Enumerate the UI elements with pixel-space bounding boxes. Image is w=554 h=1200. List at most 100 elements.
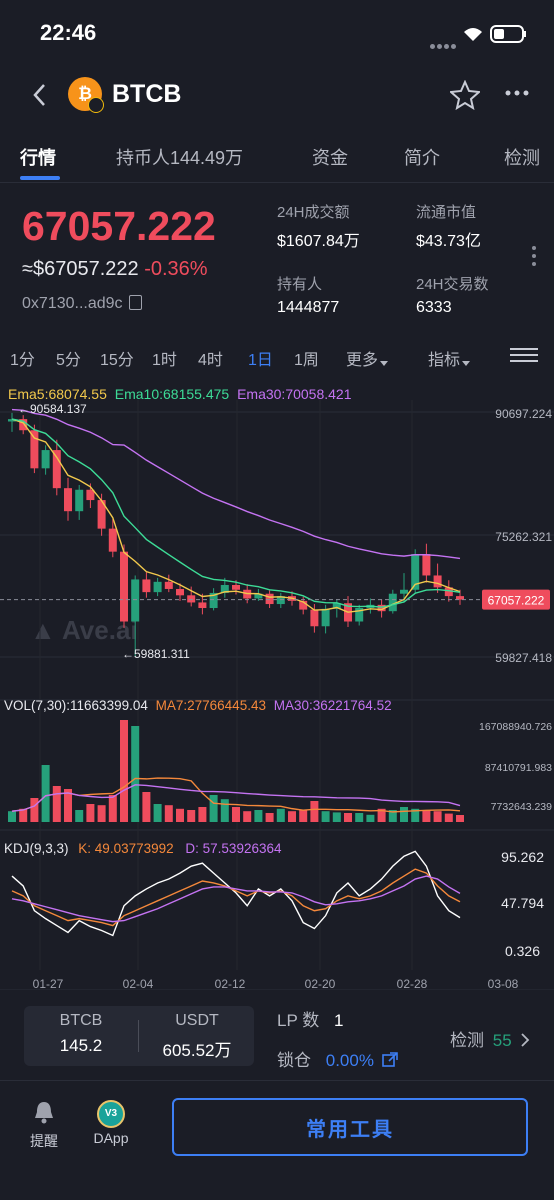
period-1w[interactable]: 1周 [294, 352, 319, 369]
detect-score-link[interactable]: 检测 55 [450, 1026, 530, 1051]
period-5m[interactable]: 5分 [56, 352, 81, 369]
d-label: D: 57.53926364 [185, 841, 282, 856]
y-tick: 90697.224 [495, 407, 552, 421]
volume-bar [400, 807, 408, 822]
high-marker: ←90584.137 [18, 402, 87, 416]
common-tools-button[interactable]: 常用工具 [172, 1098, 528, 1156]
address-text: 0x7130...ad9c [22, 295, 123, 312]
remind-button[interactable]: 提醒 [22, 1100, 66, 1151]
candle [310, 609, 319, 627]
candle [220, 584, 229, 593]
candle [176, 588, 184, 596]
volume-bar [97, 805, 106, 822]
period-more-dropdown[interactable]: 更多 [346, 346, 389, 370]
vol-label: VOL(7,30):11663399.04 [4, 698, 148, 713]
candle [41, 450, 50, 469]
more-icon[interactable] [504, 88, 530, 98]
contract-address[interactable]: 0x7130...ad9c [22, 295, 142, 313]
lp-count: LP 数 1 [277, 1006, 343, 1031]
tab-holders[interactable]: 持币人144.49万 [116, 148, 244, 168]
volume-bar [456, 815, 464, 822]
stat-value: 1444877 [277, 299, 340, 316]
dapp-button[interactable]: V3 DApp [88, 1100, 134, 1146]
token-a-name: BTCB [59, 1012, 103, 1029]
tab-funds[interactable]: 资金 [312, 148, 348, 168]
candle [433, 575, 442, 588]
candle [187, 595, 196, 603]
back-icon[interactable] [30, 80, 50, 116]
lock-ratio[interactable]: 锁仓 0.00% [277, 1046, 398, 1071]
volume-bar [131, 726, 140, 822]
price-chart[interactable]: 67057.222 90697.224 75262.321 59827.418 ←905… [0, 400, 554, 990]
volume-bar [232, 807, 240, 822]
volume-bar [176, 808, 184, 822]
pool-token-a: BTCB 145.2 [24, 1012, 138, 1056]
volume-bar [120, 720, 128, 822]
k-label: K: 49.03773992 [78, 841, 174, 856]
volume-bar [64, 789, 72, 822]
period-1d[interactable]: 1日 [248, 352, 273, 369]
tab-intro[interactable]: 简介 [404, 148, 440, 168]
chevron-right-icon [521, 1033, 530, 1047]
ema10-label: Ema10:68155.475 [114, 386, 230, 402]
period-1m[interactable]: 1分 [10, 352, 35, 369]
candle [355, 608, 364, 622]
tab-market[interactable]: 行情 [20, 148, 56, 168]
volume-bar [75, 810, 84, 822]
volume-bar [433, 811, 442, 822]
signal-icon [430, 36, 460, 49]
y-tick: 75262.321 [495, 530, 552, 544]
external-link-icon[interactable] [381, 1052, 398, 1068]
detect-label: 检测 [450, 1031, 484, 1050]
stat-24h-volume: 24H成交额 $1607.84万 [277, 201, 360, 251]
liquidity-pool-card[interactable]: BTCB 145.2 USDT 605.52万 [24, 1006, 254, 1066]
tab-detect[interactable]: 检测 [504, 148, 540, 168]
bell-icon [35, 1102, 53, 1124]
kdj-label: KDJ(9,3,3) [4, 841, 69, 856]
copy-icon[interactable] [128, 295, 142, 310]
candle [52, 450, 61, 489]
token-a-amount: 145.2 [59, 1036, 103, 1055]
kdj-legend: KDJ(9,3,3) K: 49.03773992 D: 57.53926364 [4, 841, 282, 856]
ema-legend: Ema5:68074.55 Ema10:68155.475 Ema30:7005… [8, 386, 352, 402]
volume-bar [254, 810, 263, 822]
footer-bar [0, 1080, 554, 1200]
volume-bar [444, 813, 453, 822]
chart-settings-icon[interactable] [510, 344, 538, 368]
ema5-label: Ema5:68074.55 [8, 386, 107, 402]
volume-bar [108, 795, 117, 822]
y-tick: 7732643.239 [491, 801, 552, 813]
kdj-j-line [11, 850, 461, 937]
star-icon[interactable] [450, 80, 480, 110]
indicator-dropdown[interactable]: 指标 [428, 346, 471, 370]
candle [422, 554, 431, 576]
candle [232, 584, 240, 590]
candle [254, 593, 263, 599]
candle [86, 489, 95, 501]
volume-bar [276, 808, 285, 822]
period-4h[interactable]: 4时 [198, 352, 223, 369]
candle [153, 581, 162, 593]
coin-logo: ₿ [68, 77, 104, 113]
period-1h[interactable]: 1时 [152, 352, 177, 369]
x-tick: 02-28 [397, 977, 428, 990]
volume-bar [355, 813, 364, 822]
volume-bar [8, 811, 16, 822]
volume-bar [411, 808, 420, 822]
candle [108, 528, 117, 552]
volume-bar [41, 765, 50, 822]
ema10-line [11, 418, 461, 608]
tab-bar: 行情 持币人144.49万 资金 简介 检测 [0, 140, 554, 183]
volume-bar [243, 811, 252, 822]
vol-ma30-line [11, 784, 461, 812]
approx-usd-price: ≈$67057.222 [22, 258, 139, 280]
status-bar: 22:46 [0, 0, 554, 70]
battery-icon [490, 25, 526, 43]
bnb-badge-icon [88, 97, 104, 113]
lp-count-value: 1 [333, 1011, 344, 1030]
period-15m[interactable]: 15分 [100, 352, 134, 369]
wifi-icon [464, 28, 482, 41]
stat-label: 24H交易数 [416, 276, 489, 293]
remind-label: 提醒 [30, 1133, 58, 1149]
candle [299, 600, 308, 610]
